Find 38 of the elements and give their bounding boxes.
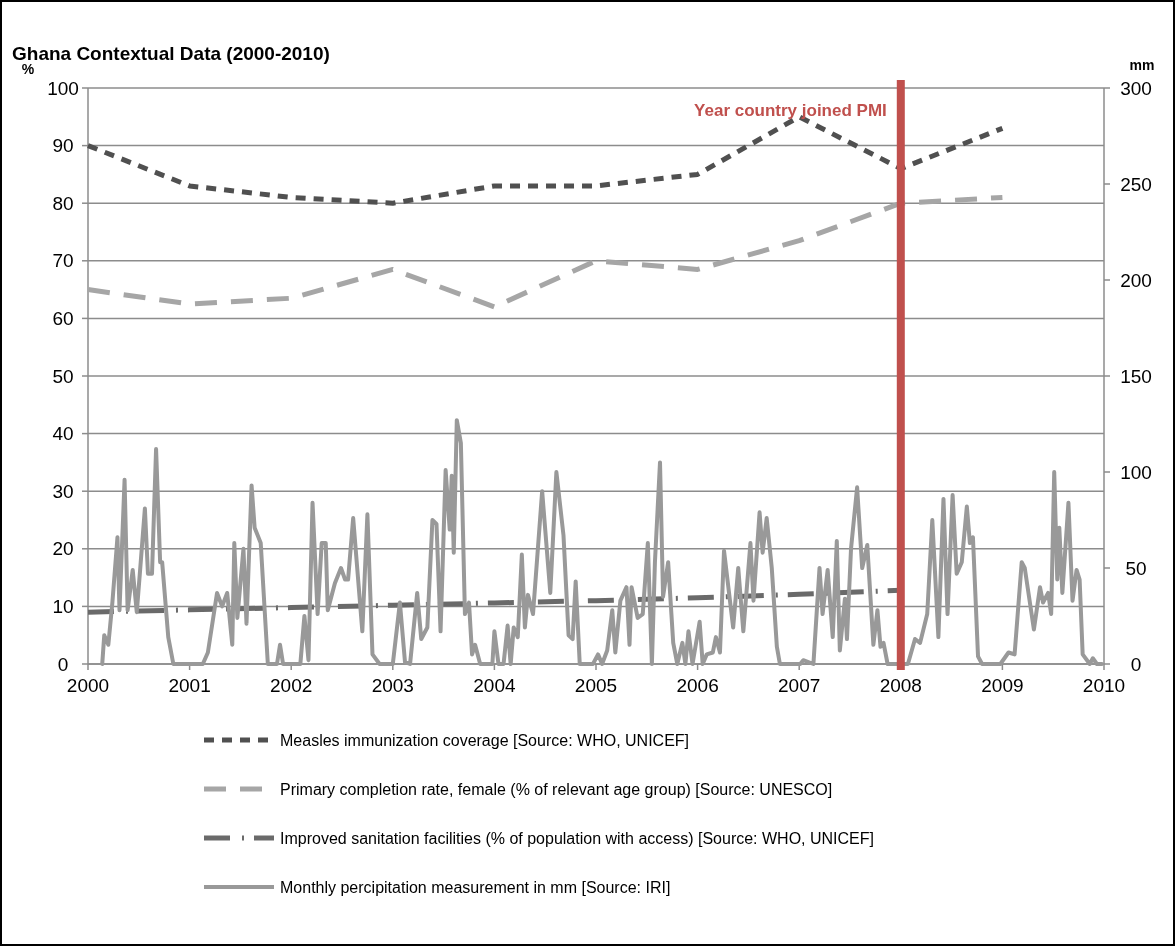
legend-label: Improved sanitation facilities (% of population with access) [Source: WHO, UNICEF] <box>280 829 874 847</box>
x-tick-label: 2007 <box>778 675 821 696</box>
x-tick-label: 2010 <box>1082 675 1126 696</box>
y-tick-label: 100 <box>47 77 79 99</box>
y2-tick-label: 250 <box>1120 173 1152 195</box>
chart-title: Ghana Contextual Data (2000-2010) <box>12 43 330 64</box>
y2-tick-label: 50 <box>1125 557 1147 579</box>
y2-tick-label: 300 <box>1120 77 1152 99</box>
legend-label: Primary completion rate, female (% of relevant age group) [Source: UNESCO] <box>280 780 833 798</box>
y2-axis-title: mm <box>1129 57 1155 73</box>
y2-tick-label: 100 <box>1120 461 1152 483</box>
y2-tick-label: 150 <box>1120 365 1152 387</box>
y2-tick-label: 200 <box>1120 269 1152 291</box>
x-tick-label: 2001 <box>168 675 211 696</box>
y-tick-label: 40 <box>52 423 74 445</box>
legend-label: Measles immunization coverage [Source: WHO, UNICEF] <box>280 731 690 749</box>
y-tick-label: 80 <box>52 192 74 214</box>
x-tick-label: 2009 <box>981 675 1024 696</box>
y-tick-label: 0 <box>57 653 69 675</box>
y-tick-label: 20 <box>52 538 74 560</box>
x-tick-label: 2000 <box>66 675 110 696</box>
x-tick-label: 2004 <box>473 675 516 696</box>
y-tick-label: 10 <box>52 596 74 618</box>
x-tick-label: 2005 <box>574 675 618 696</box>
ref-line-label: Year country joined PMI <box>694 101 887 120</box>
y-tick-label: 30 <box>52 480 74 502</box>
x-tick-label: 2006 <box>676 675 719 696</box>
legend-label: Monthly percipitation measurement in mm [Source: IRI] <box>280 878 671 896</box>
y2-tick-label: 0 <box>1130 653 1142 675</box>
x-tick-label: 2008 <box>879 675 922 696</box>
y-tick-label: 60 <box>52 308 74 330</box>
line-series <box>100 418 1104 666</box>
y-axis-title: % <box>21 61 35 77</box>
y-tick-label: 50 <box>52 365 74 387</box>
y-tick-label: 70 <box>52 250 74 272</box>
x-tick-label: 2003 <box>371 675 414 696</box>
y-tick-label: 90 <box>52 135 74 157</box>
x-tick-label: 2002 <box>270 675 313 696</box>
